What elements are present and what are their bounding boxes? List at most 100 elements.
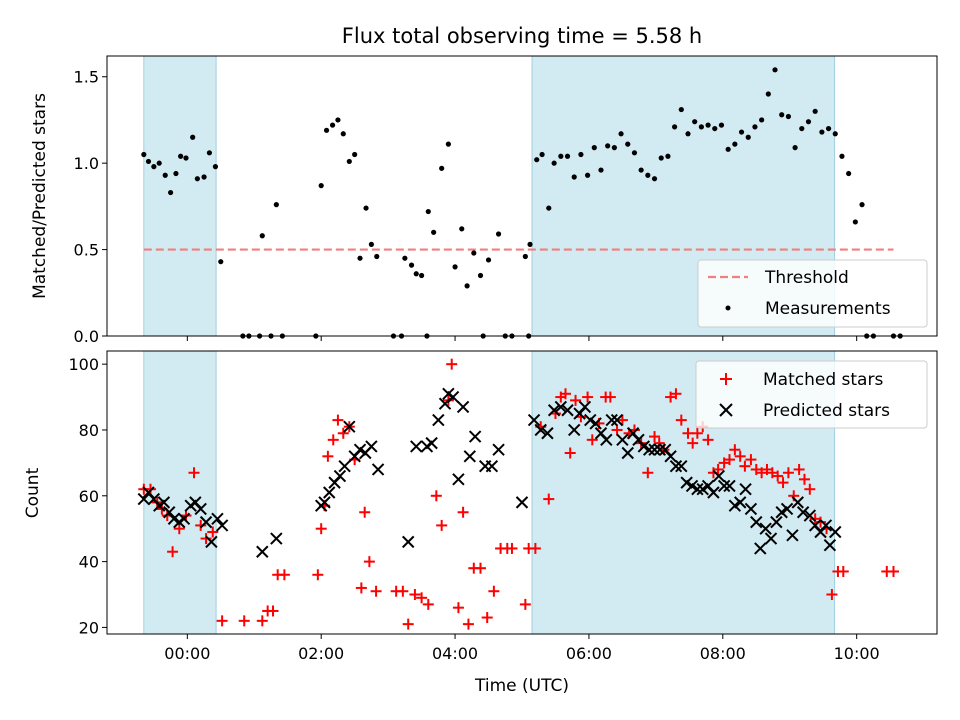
matched-star-point xyxy=(355,582,367,594)
measurement-point xyxy=(183,155,189,161)
measurement-point xyxy=(546,205,552,211)
matched-star-point xyxy=(675,414,687,426)
matched-star-point xyxy=(256,615,268,627)
top-chart-title: Flux total observing time = 5.58 h xyxy=(342,24,702,48)
matched-star-point xyxy=(691,427,703,439)
matched-star-point xyxy=(238,615,250,627)
predicted-star-point xyxy=(770,515,783,529)
matched-star-point xyxy=(564,447,576,459)
measurement-point xyxy=(638,167,644,173)
matched-star-point xyxy=(837,565,849,577)
measurement-point xyxy=(190,134,196,140)
measurement-point xyxy=(495,231,502,237)
measurement-point xyxy=(625,141,631,147)
measurements-legend-label: Measurements xyxy=(765,299,891,319)
measurement-point xyxy=(645,172,651,178)
matched-star-point xyxy=(457,506,469,518)
measurement-point xyxy=(705,122,711,128)
matched-star-point xyxy=(312,569,324,581)
predicted-star-point xyxy=(568,423,581,437)
predicted-star-point xyxy=(754,542,767,555)
matched-star-point xyxy=(402,618,414,630)
measurement-point xyxy=(534,157,540,163)
predicted-star-point xyxy=(199,515,213,529)
matched-star-point xyxy=(216,615,228,627)
predicted-star-point xyxy=(485,459,499,473)
predicted-star-point xyxy=(163,506,176,519)
measurement-point xyxy=(812,108,818,114)
top-y-tick-label: 0.0 xyxy=(74,327,99,346)
matched-star-point xyxy=(687,437,699,449)
matched-star-point xyxy=(267,605,279,617)
predicted-star-point xyxy=(194,502,207,516)
measurement-point xyxy=(318,183,324,189)
matched-star-point xyxy=(359,506,371,518)
predicted-star-point xyxy=(256,545,269,558)
predicted-star-point xyxy=(541,427,554,440)
predicted-star-point xyxy=(137,492,151,506)
measurement-point xyxy=(631,150,638,156)
measurement-point xyxy=(551,160,557,166)
predicted-star-point xyxy=(589,417,602,430)
x-tick-label: 04:00 xyxy=(432,644,478,663)
measurement-point xyxy=(218,259,224,265)
predicted-star-point xyxy=(446,390,460,404)
measurement-point xyxy=(141,151,147,158)
matched-star-point xyxy=(887,565,899,577)
measurement-point xyxy=(206,150,213,156)
matched-star-point xyxy=(422,598,434,610)
predicted-star-point xyxy=(712,469,725,483)
measurement-point xyxy=(745,134,751,140)
predicted-star-point xyxy=(750,515,763,529)
measurement-point xyxy=(825,125,832,132)
measurement-point xyxy=(578,151,584,158)
matched-star-point xyxy=(370,585,382,597)
predicted-star-point xyxy=(764,532,778,545)
measurement-point xyxy=(431,229,437,235)
predicted-star-point xyxy=(468,430,482,443)
predicted-star-point xyxy=(205,535,218,549)
predicted-legend-label: Predicted stars xyxy=(763,401,890,421)
matched-star-point xyxy=(804,483,816,495)
matched-star-point xyxy=(519,598,531,610)
top-y-tick-label: 1.0 xyxy=(74,154,99,173)
matched-star-point xyxy=(570,394,582,406)
top-shaded-region xyxy=(143,55,217,337)
x-tick-label: 06:00 xyxy=(566,644,612,663)
measurement-point xyxy=(201,174,207,180)
bottom-y-tick-label: 20 xyxy=(79,618,99,637)
measurement-point xyxy=(459,226,465,232)
measurement-point xyxy=(464,283,470,289)
predicted-star-point xyxy=(456,400,470,414)
matched-star-point xyxy=(173,523,185,535)
measurement-point xyxy=(363,205,369,211)
measurement-point xyxy=(665,153,671,159)
matched-star-point xyxy=(195,519,207,531)
matched-star-point xyxy=(611,424,623,436)
threshold-legend-label: Threshold xyxy=(764,268,849,288)
measurement-point xyxy=(564,153,571,159)
measurements-legend-marker xyxy=(725,305,731,311)
predicted-star-point xyxy=(534,423,547,437)
predicted-star-point xyxy=(492,443,505,456)
matched-star-point xyxy=(739,460,751,472)
predicted-star-point xyxy=(796,506,810,519)
measurement-point xyxy=(485,257,492,263)
x-tick-label: 00:00 xyxy=(164,644,210,663)
matched-star-point xyxy=(745,454,757,466)
measurement-point xyxy=(799,125,805,132)
measurement-point xyxy=(765,91,771,97)
matched-star-point xyxy=(409,589,421,601)
measurement-point xyxy=(698,124,704,130)
bottom-y-tick-label: 40 xyxy=(79,553,99,572)
matched-star-point xyxy=(793,463,805,475)
predicted-star-point xyxy=(610,413,624,427)
predicted-star-point xyxy=(323,486,336,499)
measurement-point xyxy=(779,112,785,118)
x-tick-label: 10:00 xyxy=(834,644,880,663)
predicted-star-point xyxy=(734,496,747,509)
predicted-star-point xyxy=(786,529,799,542)
measurement-point xyxy=(352,151,358,158)
measurement-point xyxy=(605,143,611,149)
predicted-star-point xyxy=(780,502,794,516)
